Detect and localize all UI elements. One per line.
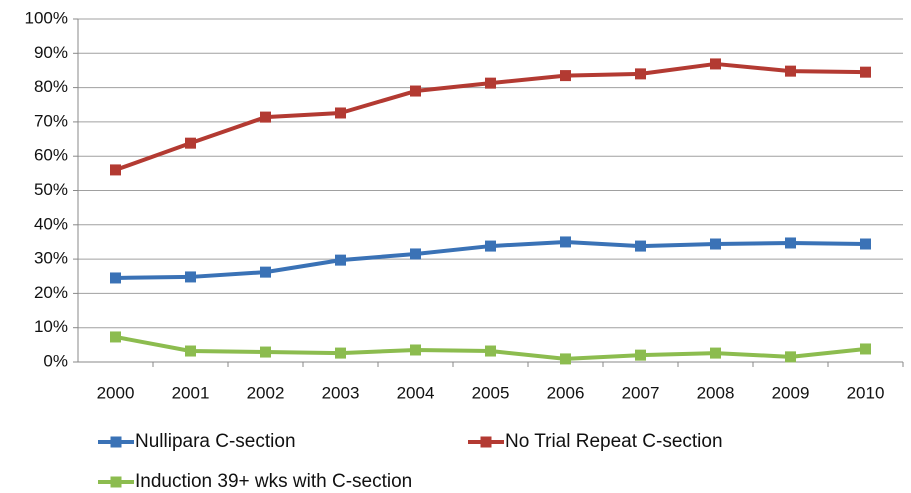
point-marker — [110, 331, 121, 343]
point-marker — [710, 238, 721, 250]
x-tick-label: 2001 — [172, 383, 210, 402]
y-tick-label: 70% — [34, 111, 68, 130]
point-marker — [335, 347, 346, 359]
point-marker — [410, 248, 421, 260]
point-marker — [485, 77, 496, 89]
x-tick-label: 2009 — [772, 383, 810, 402]
point-marker — [785, 237, 796, 249]
point-marker — [785, 351, 796, 363]
y-tick-label: 50% — [34, 180, 68, 199]
point-marker — [410, 85, 421, 97]
legend-marker — [110, 436, 122, 448]
legend-marker — [480, 436, 492, 448]
x-tick-label: 2007 — [622, 383, 660, 402]
legend-label: Nullipara C-section — [135, 431, 296, 452]
y-tick-label: 60% — [34, 146, 68, 165]
point-marker — [485, 240, 496, 252]
point-marker — [560, 70, 571, 82]
point-marker — [185, 271, 196, 283]
point-marker — [260, 111, 271, 123]
point-marker — [110, 272, 121, 284]
y-tick-label: 0% — [43, 351, 68, 370]
point-marker — [710, 347, 721, 359]
x-tick-label: 2010 — [847, 383, 885, 402]
point-marker — [185, 345, 196, 357]
point-marker — [485, 345, 496, 357]
point-marker — [260, 266, 271, 278]
point-marker — [410, 344, 421, 356]
y-tick-label: 100% — [25, 8, 68, 27]
point-marker — [860, 66, 871, 78]
point-marker — [335, 107, 346, 119]
point-marker — [560, 353, 571, 365]
legend-label: Induction 39+ wks with C-section — [135, 471, 412, 492]
y-tick-label: 20% — [34, 283, 68, 302]
x-tick-label: 2000 — [97, 383, 135, 402]
y-tick-label: 30% — [34, 249, 68, 268]
y-tick-label: 80% — [34, 77, 68, 96]
point-marker — [710, 58, 721, 70]
point-marker — [635, 240, 646, 252]
legend-label: No Trial Repeat C-section — [505, 431, 723, 452]
point-marker — [635, 68, 646, 80]
x-tick-label: 2005 — [472, 383, 510, 402]
y-tick-label: 10% — [34, 317, 68, 336]
point-marker — [560, 236, 571, 248]
point-marker — [185, 137, 196, 149]
point-marker — [785, 65, 796, 77]
y-tick-label: 40% — [34, 214, 68, 233]
x-tick-label: 2008 — [697, 383, 735, 402]
x-tick-label: 2003 — [322, 383, 360, 402]
point-marker — [335, 254, 346, 266]
point-marker — [860, 238, 871, 250]
point-marker — [110, 164, 121, 176]
point-marker — [260, 346, 271, 358]
point-marker — [860, 343, 871, 355]
x-tick-label: 2002 — [247, 383, 285, 402]
legend-marker — [110, 476, 122, 488]
point-marker — [635, 349, 646, 361]
y-tick-label: 90% — [34, 43, 68, 62]
x-tick-label: 2006 — [547, 383, 585, 402]
legend: Nullipara C-section No Trial Repeat C-sec… — [98, 431, 723, 492]
x-tick-label: 2004 — [397, 383, 435, 402]
